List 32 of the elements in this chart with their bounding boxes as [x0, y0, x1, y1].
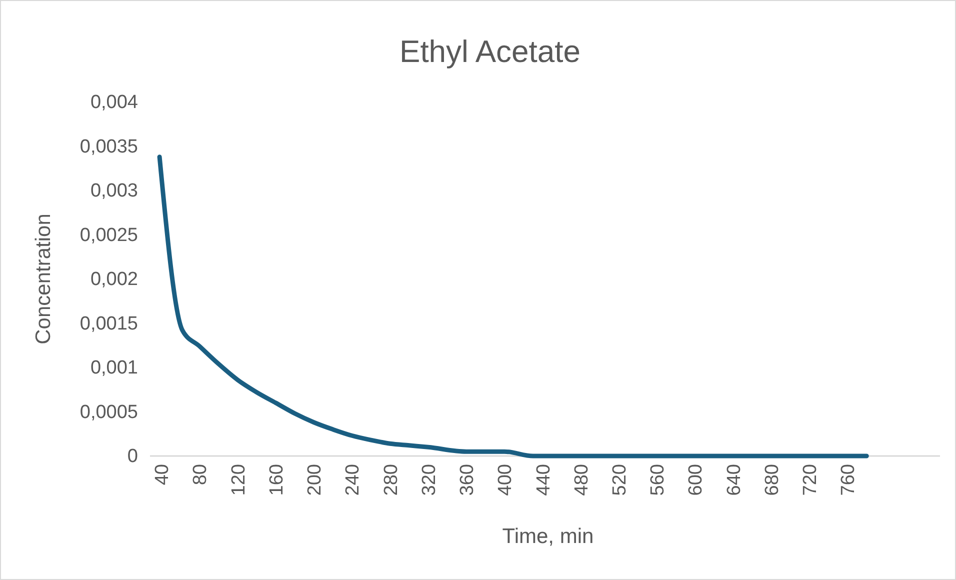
y-tick-label: 0,0005: [80, 402, 138, 423]
x-tick-label: 320: [418, 464, 440, 496]
line-series: [157, 154, 869, 458]
x-tick-label: 80: [190, 464, 212, 486]
y-axis-title: Concentration: [32, 214, 55, 344]
y-tick-label: 0,0035: [80, 136, 138, 158]
x-tick-label: 440: [533, 464, 554, 496]
x-tick-label: 640: [724, 464, 745, 496]
x-tick-label: 560: [648, 464, 669, 496]
x-tick-label: 720: [800, 464, 822, 496]
chart-title: Ethyl Acetate: [400, 34, 580, 69]
x-tick-label: 120: [228, 464, 250, 496]
x-tick-label: 760: [838, 464, 860, 496]
y-tick-label: 0,0015: [80, 313, 138, 334]
y-tick-label: 0,002: [90, 269, 138, 290]
y-tick-label: 0,001: [90, 358, 138, 379]
x-tick-label: 400: [495, 464, 516, 496]
x-tick-label: 160: [266, 464, 288, 496]
x-tick-label: 40: [152, 464, 174, 486]
x-tick-label: 480: [571, 464, 592, 496]
x-tick-label: 240: [342, 464, 364, 496]
y-tick-label: 0,0025: [80, 224, 138, 246]
x-tick-label: 280: [380, 464, 402, 496]
y-tick-label: 0,004: [90, 92, 138, 114]
x-tick-label: 200: [304, 464, 326, 496]
x-tick-label: 600: [686, 464, 707, 496]
x-tick-label: 520: [610, 464, 631, 496]
x-tick-label: 680: [762, 464, 783, 496]
x-axis-title: Time, min: [502, 525, 594, 548]
y-tick-label: 0,003: [90, 180, 138, 202]
x-tick-label: 360: [457, 464, 478, 496]
y-tick-label: 0: [127, 446, 138, 468]
